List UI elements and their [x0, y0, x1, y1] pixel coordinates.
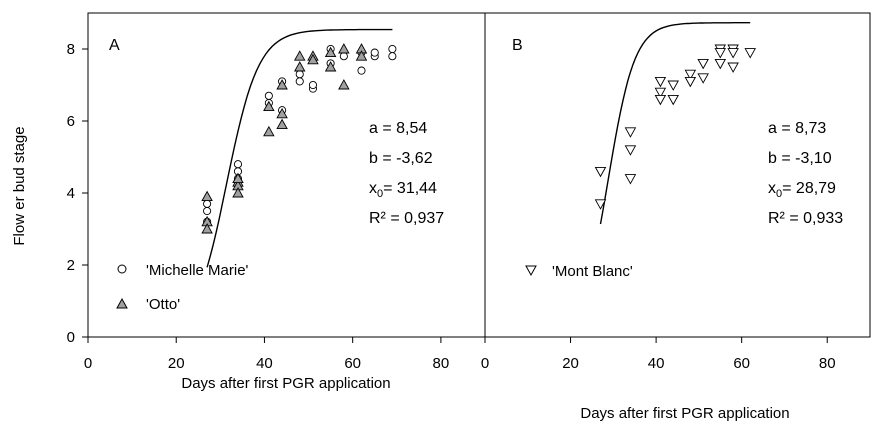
point-mont-blanc: [624, 174, 637, 185]
point-michelle-marie: [339, 52, 348, 61]
x-tick-label: 60: [733, 355, 750, 372]
point-otto: [338, 43, 350, 54]
point-mont-blanc: [654, 76, 667, 88]
point-mont-blanc: [714, 58, 727, 70]
x-tick-label: 40: [648, 355, 665, 372]
legend-mont-blanc-marker: [525, 265, 537, 277]
panel-a-stat-x0-prefix: x: [369, 180, 377, 197]
x-tick-label: 80: [819, 355, 836, 372]
panel-a-stat-b: b = -3,62: [369, 150, 433, 167]
panel-a-frame: [87, 12, 486, 338]
legend-mont-blanc-label: 'Mont Blanc': [552, 263, 633, 280]
point-otto: [307, 53, 319, 65]
x-tick-label: 0: [481, 355, 489, 372]
point-otto: [276, 79, 288, 90]
point-mont-blanc: [727, 62, 739, 73]
point-michelle-marie: [295, 77, 304, 86]
point-michelle-marie: [357, 66, 366, 75]
panel-a-stat-r2: R² = 0,937: [369, 210, 444, 227]
point-otto: [232, 172, 244, 184]
point-michelle-marie: [203, 206, 212, 216]
point-otto: [355, 50, 368, 61]
point-mont-blanc: [654, 87, 667, 99]
point-michelle-marie: [388, 52, 397, 61]
point-otto: [201, 223, 213, 234]
panel-b: B a = 8,73 b = -3,10 x0= 28,79 R² = 0,93…: [481, 12, 871, 372]
point-mont-blanc: [744, 48, 756, 59]
point-mont-blanc: [624, 127, 637, 138]
x-tick-label: 20: [168, 355, 185, 372]
point-otto: [293, 50, 306, 61]
panel-b-stat-x0: x0= 28,79: [768, 180, 836, 200]
point-mont-blanc: [654, 94, 667, 106]
y-tick-label: 4: [67, 185, 75, 202]
panel-a-stat-x0-value: = 31,44: [383, 180, 437, 197]
point-michelle-marie: [370, 48, 379, 57]
y-tick-label: 6: [67, 113, 75, 130]
point-otto: [338, 79, 350, 90]
y-tick-label: 2: [67, 257, 75, 274]
panel-a-stat-a: a = 8,54: [369, 120, 427, 137]
point-mont-blanc: [594, 166, 607, 178]
panel-a-label: A: [109, 37, 120, 54]
point-otto: [232, 187, 244, 198]
point-mont-blanc: [667, 94, 679, 106]
panel-b-stat-x0-sub: 0: [776, 188, 782, 200]
fit-curve-a: [206, 28, 393, 268]
legend-michelle-marie-marker: [117, 264, 127, 274]
point-otto: [201, 190, 213, 202]
panel-b-stats: a = 8,73 b = -3,10 x0= 28,79 R² = 0,933: [768, 120, 843, 227]
panel-a-stats: a = 8,54 b = -3,62 x0= 31,44 R² = 0,937: [369, 120, 444, 227]
point-mont-blanc: [594, 199, 607, 210]
point-otto: [263, 125, 275, 137]
legend-otto-marker: [116, 297, 128, 309]
panel-b-label: B: [512, 37, 523, 54]
x-axis-label-a: Days after first PGR application: [181, 375, 390, 392]
panel-b-stat-x0-prefix: x: [768, 180, 776, 197]
point-michelle-marie: [388, 44, 397, 54]
point-mont-blanc: [714, 48, 727, 59]
fit-curve-b: [599, 22, 751, 225]
point-mont-blanc: [667, 80, 679, 91]
legend-otto-label: 'Otto': [146, 296, 180, 313]
x-tick-label: 80: [433, 355, 450, 372]
point-otto: [324, 61, 337, 72]
panel-b-stat-x0-value: = 28,79: [782, 180, 836, 197]
y-axis-label: Flow er bud stage: [11, 126, 28, 245]
panel-b-legend: 'Mont Blanc': [525, 263, 633, 280]
point-mont-blanc: [697, 58, 709, 70]
x-tick-label: 20: [562, 355, 579, 372]
x-axis-label-b: Days after first PGR application: [580, 405, 789, 422]
point-otto: [276, 118, 288, 130]
point-otto: [293, 61, 306, 72]
panel-a-stat-x0: x0= 31,44: [369, 180, 437, 200]
point-otto: [324, 46, 337, 58]
point-mont-blanc: [727, 48, 739, 59]
panel-a: A a = 8,54 b = -3,62 x0= 31,44 R² = 0,93…: [67, 12, 486, 372]
x-tick-label: 40: [256, 355, 273, 372]
panel-b-stat-b: b = -3,10: [768, 150, 832, 167]
point-mont-blanc: [684, 76, 697, 88]
panel-a-legend: 'Michelle Marie' 'Otto': [116, 262, 249, 313]
point-mont-blanc: [624, 145, 637, 156]
panel-b-stat-r2: R² = 0,933: [768, 210, 843, 227]
panel-b-stat-a: a = 8,73: [768, 120, 826, 137]
point-otto: [263, 100, 275, 112]
point-michelle-marie: [203, 199, 212, 208]
y-tick-label: 8: [67, 41, 75, 58]
legend-michelle-marie-label: 'Michelle Marie': [146, 262, 249, 279]
point-michelle-marie: [233, 160, 243, 169]
y-tick-label: 0: [67, 329, 75, 346]
point-mont-blanc: [697, 73, 709, 84]
panel-b-frame: [484, 12, 871, 338]
panel-a-stat-x0-sub: 0: [377, 188, 383, 200]
x-tick-label: 60: [344, 355, 361, 372]
point-mont-blanc: [684, 69, 697, 81]
point-otto: [276, 107, 288, 119]
point-michelle-marie: [295, 70, 304, 79]
point-michelle-marie: [264, 91, 273, 100]
point-michelle-marie: [308, 80, 318, 90]
x-tick-label: 0: [84, 355, 92, 372]
